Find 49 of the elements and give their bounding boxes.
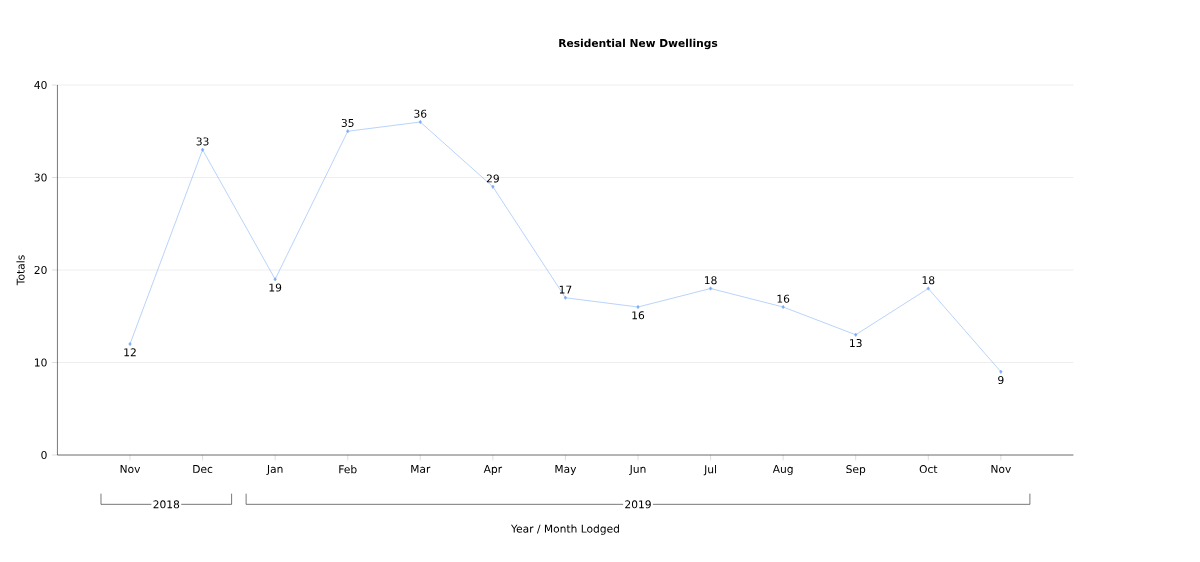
x-tick-label: Apr [483, 465, 503, 476]
text: 2019 [625, 500, 651, 509]
x-tick-label: Oct [919, 465, 938, 474]
point [418, 120, 422, 125]
point [273, 277, 277, 282]
point [201, 147, 205, 152]
x-tick-label: Feb [339, 465, 357, 474]
point [709, 286, 713, 291]
data-label: 18 [704, 276, 717, 285]
x-tick-label: Jan [266, 465, 283, 475]
point [346, 129, 350, 134]
y-tick-label: 0 [41, 450, 47, 460]
data-label: 19 [269, 283, 282, 292]
point [491, 184, 495, 189]
y-tick-label: 20 [34, 265, 47, 275]
data-label: 13 [850, 339, 862, 348]
y-tick-label: 40 [34, 80, 47, 90]
x-tick-label: Sep [846, 465, 866, 476]
data-label: 9 [998, 376, 1004, 385]
point [563, 295, 568, 300]
x-tick-label: Jul [703, 465, 717, 476]
point [999, 369, 1003, 374]
x-tick-label: Nov [120, 465, 141, 473]
data-label: 12 [124, 348, 136, 357]
point [926, 286, 930, 291]
x-tick-label: May [555, 465, 577, 476]
x-tick-label: Jun [629, 465, 646, 475]
data-label: 16 [777, 294, 790, 303]
text: 2018 [153, 500, 180, 509]
point [854, 332, 858, 337]
data-label: 16 [632, 311, 645, 320]
point [128, 342, 132, 347]
x-axis-title: Year / Month Lodged [510, 524, 619, 535]
x-tick-label: Dec [193, 465, 213, 473]
data-label: 35 [341, 118, 354, 127]
data-label: 29 [486, 174, 499, 183]
data-label: 36 [414, 109, 427, 118]
y-axis-title: Totals [16, 255, 25, 286]
data-label: 17 [559, 285, 572, 294]
x-tick-label: Mar [411, 465, 431, 473]
chart-title: Residential New Dwellings [559, 38, 718, 50]
point [636, 305, 640, 310]
y-tick-label: 30 [34, 173, 47, 182]
x-tick-label: Aug [772, 465, 793, 476]
y-tick-label: 10 [34, 358, 47, 367]
data-label: 33 [196, 137, 209, 146]
x-tick-label: Nov [991, 465, 1011, 473]
point [781, 305, 785, 310]
data-label: 18 [922, 276, 935, 285]
